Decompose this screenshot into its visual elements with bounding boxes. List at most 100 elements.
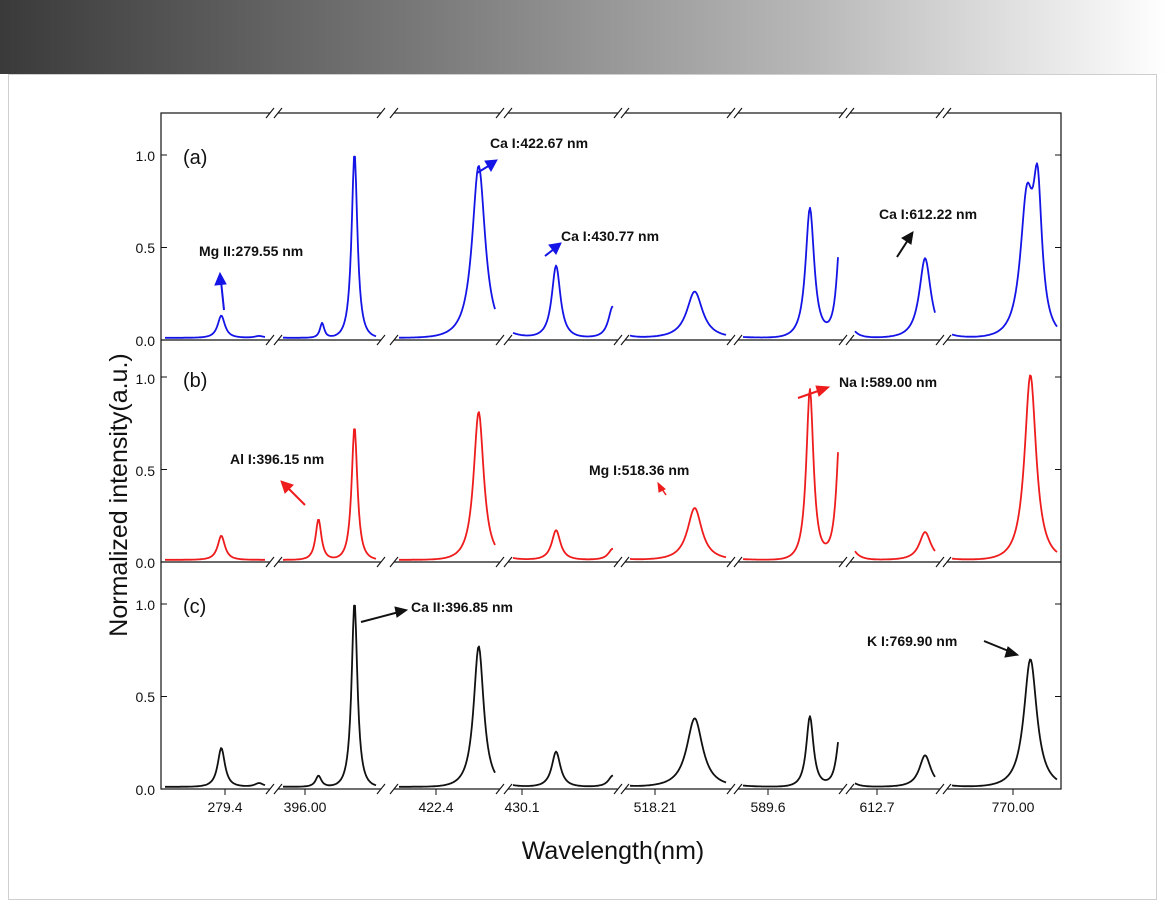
spectrum-line (629, 717, 727, 787)
axis-break-slash (273, 334, 283, 346)
axis-break-slash (376, 107, 386, 119)
axis-break-slash (838, 107, 848, 119)
axis-break-slash (838, 334, 848, 346)
axis-break-slash (733, 107, 743, 119)
spectrum-line (512, 529, 614, 561)
axis-break-slash (942, 107, 952, 119)
axis-break-slash (503, 107, 513, 119)
y-tick-label: 1.0 (136, 148, 156, 164)
axis-break-gap (731, 337, 738, 343)
spectrum-line (854, 754, 936, 788)
axis-break-slash (942, 783, 952, 795)
axis-break-slash (495, 107, 505, 119)
x-tick-label: 279.4 (207, 799, 242, 815)
x-tick-label: 518.21 (634, 799, 677, 815)
axis-break-gap (843, 110, 850, 116)
annotation-k-i-769: K I:769.90 nm (867, 633, 957, 649)
annotation-arrow (544, 242, 562, 257)
axis-break-gap (381, 559, 394, 565)
axis-break-gap (618, 110, 625, 116)
axis-break-slash (273, 107, 283, 119)
annotation-arrow (360, 606, 409, 623)
axis-break-gap (618, 559, 625, 565)
annotation-arrow (983, 640, 1020, 658)
axis-break-slash (503, 334, 513, 346)
panel-label-a: (a) (183, 147, 207, 169)
plot-border (160, 112, 1062, 790)
axis-break-slash (838, 783, 848, 795)
annotation-ca-i-612: Ca I:612.22 nm (879, 206, 977, 222)
y-tick-label: 0.5 (136, 240, 156, 256)
axis-break-slash (935, 783, 945, 795)
annotation-arrow (214, 271, 227, 311)
annotation-arrow (896, 231, 914, 258)
spectrum-line (399, 165, 496, 339)
spectrum-line (854, 257, 936, 339)
axis-break-slash (389, 107, 399, 119)
axis-break-slash (942, 334, 952, 346)
axis-break-slash (265, 107, 275, 119)
axis-break-gap (270, 559, 278, 565)
axis-break-slash (733, 783, 743, 795)
spectrum-line (951, 658, 1058, 788)
axis-break-slash (845, 556, 855, 568)
axis-break-slash (503, 783, 513, 795)
y-tick-label: 1.0 (136, 597, 156, 613)
annotation-mg-ii-279: Mg II:279.55 nm (199, 243, 303, 259)
spectrum-line (951, 162, 1058, 338)
x-tick-label: 430.1 (504, 799, 539, 815)
annotation-mg-i-518: Mg I:518.36 nm (589, 462, 689, 478)
y-tick-label: 0.5 (136, 463, 156, 479)
header-banner (0, 0, 1168, 74)
spectrum-line (399, 411, 496, 561)
axis-break-slash (389, 556, 399, 568)
axis-break-slash (726, 334, 736, 346)
spectrum-line (512, 750, 614, 788)
axis-break-gap (940, 337, 947, 343)
axis-break-slash (265, 556, 275, 568)
axis-break-gap (270, 337, 278, 343)
axis-break-slash (495, 334, 505, 346)
axis-break-gap (270, 786, 278, 792)
axis-break-slash (935, 556, 945, 568)
axis-break-slash (376, 556, 386, 568)
x-tick-label: 422.4 (418, 799, 453, 815)
axis-break-slash (613, 556, 623, 568)
axis-break-gap (940, 559, 947, 565)
spectrum-line (854, 531, 936, 561)
chart-axes (160, 112, 1062, 795)
tick-labels: 279.4 396.00 422.4 430.1 518.21 589.6 61… (136, 148, 1035, 815)
axis-break-slash (376, 783, 386, 795)
spectrum-line (629, 290, 727, 338)
axis-break-slash (726, 556, 736, 568)
annotation-arrow (797, 385, 831, 399)
spectrum-line (165, 534, 265, 561)
spectrum-line (283, 155, 377, 339)
annotation-arrow (476, 159, 498, 174)
axis-break-slash (613, 334, 623, 346)
axis-break-gap (270, 110, 278, 116)
axis-break-slash (733, 334, 743, 346)
axis-break-slash (620, 334, 630, 346)
axis-break-gap (940, 110, 947, 116)
panel-label-c: (c) (183, 596, 206, 618)
annotation-arrow (280, 480, 306, 506)
annotation-arrow (657, 481, 667, 496)
axis-break-gap (618, 337, 625, 343)
x-tick-label: 612.7 (859, 799, 894, 815)
axis-break-slash (376, 334, 386, 346)
axis-break-gap (731, 110, 738, 116)
x-tick-label: 589.6 (750, 799, 785, 815)
axis-breaks (265, 107, 952, 795)
axis-break-slash (726, 107, 736, 119)
peak-annotations: Mg II:279.55 nm Ca I:422.67 nm Ca I:430.… (199, 135, 1020, 658)
axis-break-gap (731, 559, 738, 565)
axis-break-slash (389, 334, 399, 346)
axis-break-slash (845, 334, 855, 346)
x-axis-label: Wavelength(nm) (522, 837, 704, 865)
spectrum-line (165, 747, 266, 788)
axis-break-gap (500, 559, 508, 565)
spectrum-line (743, 715, 839, 788)
panel-label-b: (b) (183, 370, 207, 392)
axis-break-slash (620, 107, 630, 119)
